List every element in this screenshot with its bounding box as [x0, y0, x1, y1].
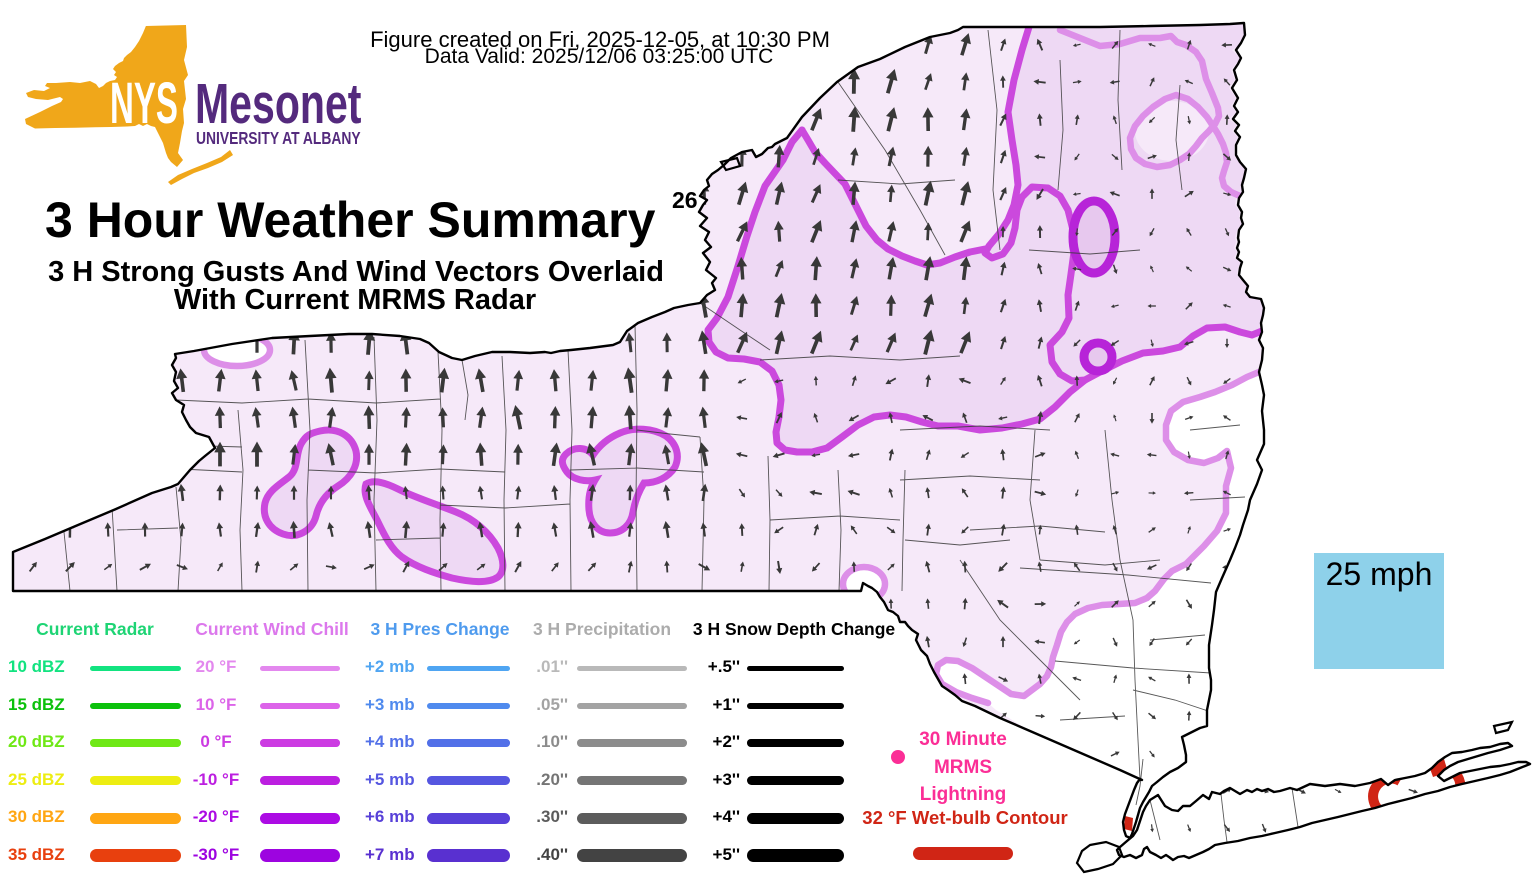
svg-text:NYS: NYS — [110, 71, 178, 136]
svg-text:Mesonet: Mesonet — [195, 71, 361, 135]
svg-text:UNIVERSITY AT ALBANY: UNIVERSITY AT ALBANY — [196, 128, 361, 148]
